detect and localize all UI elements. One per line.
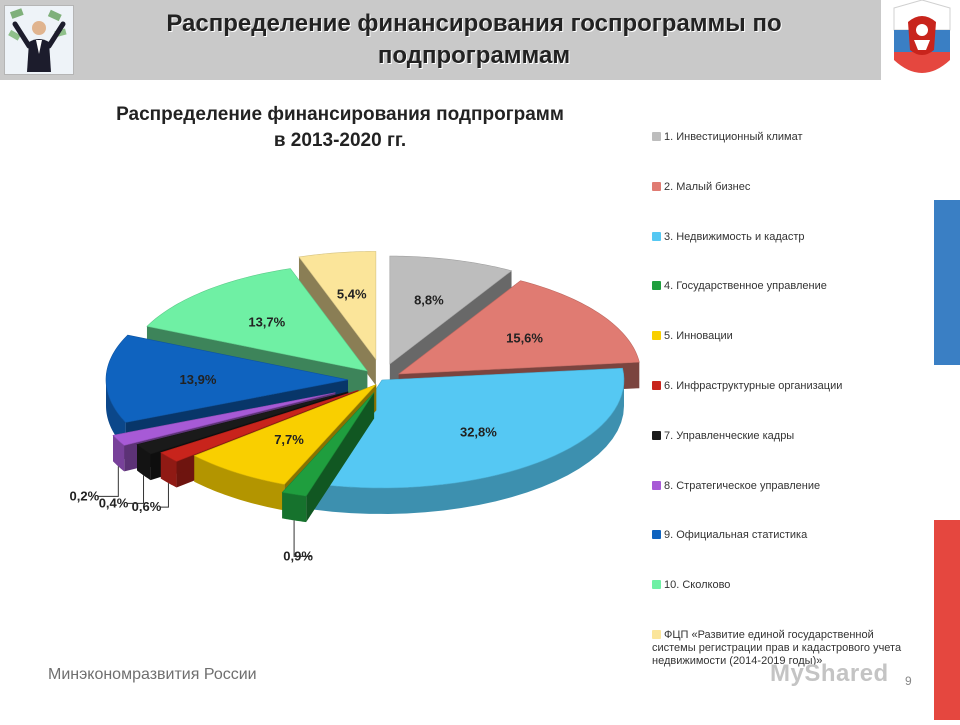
legend-item-7: 7. Управленческие кадры — [652, 430, 917, 443]
legend-swatch-4 — [652, 281, 661, 291]
data-label-6: 0,6% — [132, 499, 162, 514]
legend-item-5: 5. Инновации — [652, 330, 917, 343]
legend-item-9: 9. Официальная статистика — [652, 529, 917, 542]
legend-item-6: 6. Инфраструктурные организации — [652, 380, 917, 393]
legend-item-3: 3. Недвижимость и кадастр — [652, 231, 917, 244]
legend-label-1: 1. Инвестиционный климат — [664, 131, 803, 143]
legend-label-10: 10. Сколково — [664, 579, 731, 592]
legend-label-9: 9. Официальная статистика — [664, 529, 808, 542]
legend-item-2: 2. Малый бизнес — [652, 181, 917, 194]
pie-slice-3-top — [313, 367, 625, 489]
legend-label-5: 5. Инновации — [664, 330, 733, 343]
legend-item-8: 8. Стратегическое управление — [652, 480, 917, 493]
page-title-line1: Распределение финансирования госпрограмм… — [166, 10, 782, 37]
leader-line-7 — [127, 475, 145, 504]
leader-line-4 — [293, 520, 313, 557]
legend-swatch-8 — [652, 480, 661, 490]
pie-slice-5-top — [193, 384, 377, 485]
pie-slice-7-rim — [137, 444, 151, 481]
legend-label-7: 7. Управленческие кадры — [664, 429, 795, 442]
legend-swatch-3 — [652, 231, 661, 241]
page-number: 9 — [905, 674, 912, 688]
pie-slice-9-rim — [106, 379, 126, 449]
pie-slice-1-top — [389, 255, 513, 365]
legend-swatch-5 — [652, 331, 661, 341]
data-label-8: 0,2% — [70, 488, 100, 503]
pie-slice-4 — [281, 392, 375, 523]
pie-slice-8-rim — [113, 435, 125, 472]
data-label-5: 7,7% — [274, 432, 304, 447]
pie-slice-10-top — [146, 268, 368, 372]
legend-label-3: 3. Недвижимость и кадастр — [664, 230, 805, 243]
data-label-10: 13,7% — [248, 314, 285, 329]
legend-swatch-9 — [652, 530, 661, 540]
chart-title: Распределение финансирования подпрограмм… — [40, 102, 640, 154]
data-label-7: 0,4% — [99, 495, 129, 510]
leader-line-6 — [160, 483, 169, 508]
legend-item-10: 10. Сколково — [652, 579, 917, 592]
data-label-1: 8,8% — [414, 292, 444, 307]
chart-title-line2: в 2013-2020 гг. — [273, 130, 407, 151]
flag-stripes — [934, 195, 960, 720]
legend-item-4: 4. Государственное управление — [652, 280, 917, 293]
page-title: Распределение финансирования госпрограмм… — [84, 8, 864, 72]
legend-swatch-11 — [652, 630, 661, 639]
leader-line-8 — [98, 466, 119, 497]
pie-slice-11-wall-1 — [298, 256, 376, 386]
watermark: MyShared — [770, 660, 889, 687]
page-title-line2: подпрограммам — [377, 42, 571, 69]
legend-item-1: 1. Инвестиционный климат — [652, 131, 917, 144]
legend-swatch-1 — [652, 132, 661, 141]
money-logo-icon — [4, 5, 74, 75]
data-label-4: 0,9% — [283, 548, 313, 563]
coat-of-arms-icon — [884, 0, 960, 82]
pie-slice-4-rim — [282, 492, 307, 523]
data-label-11: 5,4% — [337, 286, 367, 301]
pie-slice-2-top — [397, 280, 640, 375]
pie-slice-3-rim — [314, 380, 624, 514]
ministry-footer: Минэкономразвития России — [48, 666, 257, 683]
legend-label-6: 6. Инфраструктурные организации — [664, 380, 843, 392]
pie-slice-7-top — [136, 391, 349, 455]
data-label-3: 32,8% — [460, 424, 497, 439]
pie-slice-9-top — [105, 334, 349, 423]
data-label-9: 13,9% — [180, 372, 217, 387]
legend-label-2: 2. Малый бизнес — [664, 180, 751, 193]
pie-slice-11 — [298, 251, 377, 386]
legend-swatch-2 — [652, 181, 661, 191]
pie-slice-6-rim — [160, 452, 177, 488]
legend-label-4: 4. Государственное управление — [664, 280, 827, 293]
chart-title-line1: Распределение финансирования подпрограмм — [116, 104, 564, 125]
legend-label-11: ФЦП «Развитие единой государственной сис… — [652, 629, 902, 667]
header-bar: Распределение финансирования госпрограмм… — [0, 0, 881, 80]
pie-slice-6-top — [160, 389, 359, 462]
pie-slice-4-top — [281, 392, 375, 497]
legend-swatch-7 — [652, 430, 661, 440]
legend-label-8: 8. Стратегическое управление — [664, 479, 821, 492]
legend-swatch-10 — [652, 580, 661, 590]
data-label-2: 15,6% — [506, 331, 543, 346]
pie-slice-11-top — [298, 251, 377, 361]
legend-swatch-6 — [652, 381, 661, 390]
pie-slice-8-top — [112, 392, 336, 446]
legend-item-11: ФЦП «Развитие единой государственной сис… — [652, 629, 917, 668]
pie-slice-5-rim — [194, 455, 285, 511]
